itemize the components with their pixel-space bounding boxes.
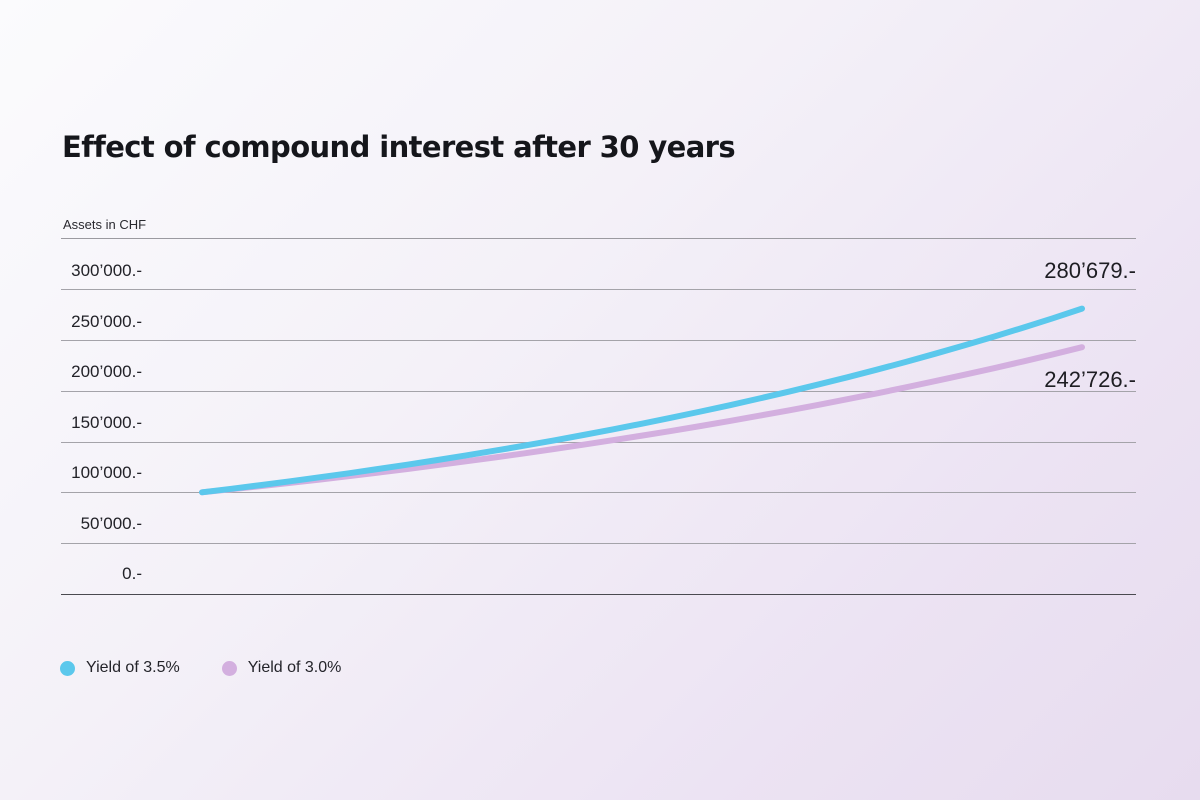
legend-label: Yield of 3.5%	[86, 659, 180, 676]
legend-dot-icon	[60, 660, 75, 676]
y-tick-100k: 100’000.-	[71, 463, 142, 482]
data-lines	[199, 305, 1085, 496]
end-value-3-0: 242’726.-	[1044, 367, 1136, 392]
chart-title: Effect of compound interest after 30 yea…	[62, 130, 736, 164]
y-tick-50k: 50’000.-	[80, 514, 142, 533]
legend-item-3-5: Yield of 3.5%	[60, 659, 180, 677]
legend-label: Yield of 3.0%	[247, 659, 342, 676]
y-tick-250k: 250’000.-	[71, 312, 142, 331]
y-tick-150k: 150’000.-	[71, 413, 142, 432]
y-tick-200k: 200’000.-	[71, 362, 142, 381]
gridlines	[61, 238, 1136, 595]
y-axis-label: Assets in CHF	[63, 217, 147, 232]
y-tick-0: 0.-	[122, 564, 142, 583]
end-value-3-5: 280’679.-	[1044, 258, 1136, 283]
legend-dot-icon	[221, 660, 237, 676]
legend-item-3-0: Yield of 3.0%	[221, 659, 342, 677]
legend: Yield of 3.5% Yield of 3.0%	[60, 659, 341, 677]
series-line	[199, 344, 1085, 496]
series-line	[199, 305, 1085, 496]
y-tick-300k: 300’000.-	[71, 261, 142, 280]
